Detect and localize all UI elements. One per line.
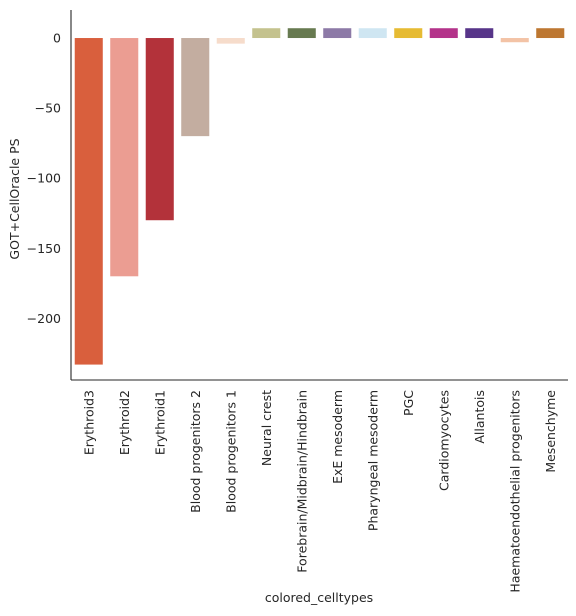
bars-group [74,28,565,365]
x-tick-label: Neural crest [259,390,274,466]
x-tick-label: Erythroid1 [152,390,167,455]
x-tick-label: Forebrain/Midbrain/Hindbrain [294,390,309,573]
bar-erythroid1 [145,38,174,221]
bar-blood-progenitors-2 [181,38,210,137]
y-tick-label: −50 [35,101,61,116]
y-axis-title: GOT+CellOracle PS [7,138,22,259]
x-tick-label: Haematoendothelial progenitors [507,390,522,593]
bar-mesenchyme [536,28,565,39]
x-tick-label: Blood progenitors 1 [223,390,238,513]
y-tick-label: −150 [27,241,61,256]
x-tick-label: Cardiomyocytes [436,390,451,491]
x-tick-label: Mesenchyme [543,390,558,473]
bar-pgc [394,28,423,39]
x-tick-label: Blood progenitors 2 [188,390,203,513]
x-tick-label: Erythroid3 [81,390,96,455]
bar-cardiomyocytes [429,28,458,39]
x-tick-label: Pharyngeal mesoderm [365,390,380,531]
x-axis-title: colored_celltypes [265,590,373,605]
bar-neural-crest [252,28,281,39]
x-tick-label: Erythroid2 [117,390,132,455]
bar-erythroid3 [74,38,103,365]
bar-forebrain-midbrain-hindbrain [287,28,316,39]
x-tick-label: Allantois [472,390,487,444]
y-tick-label: 0 [53,31,61,46]
bar-erythroid2 [110,38,139,277]
x-tick-label: ExE mesoderm [330,390,345,484]
y-tick-labels: 0 −50 −100 −150 −200 [27,31,61,326]
bar-exe-mesoderm [323,28,352,39]
bar-allantois [465,28,494,39]
y-tick-label: −200 [27,311,61,326]
y-tick-label: −100 [27,171,61,186]
bar-haematoendothelial-progenitors [500,38,529,43]
x-tick-label: PGC [401,390,416,416]
bar-pharyngeal-mesoderm [358,28,387,39]
bar-blood-progenitors-1 [216,38,245,44]
x-tick-labels: Erythroid3 Erythroid2 Erythroid1 Blood prog… [81,390,558,593]
